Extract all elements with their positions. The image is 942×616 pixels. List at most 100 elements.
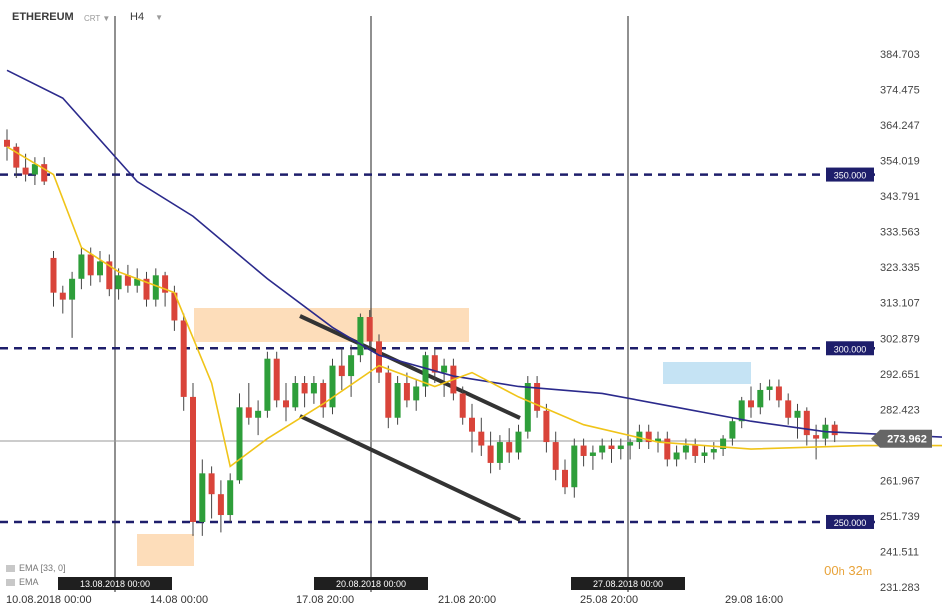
candle-body — [673, 452, 680, 460]
candle-body — [87, 254, 94, 276]
candle-body — [310, 383, 317, 394]
candle-body — [534, 383, 541, 411]
current-price-label: 273.962 — [887, 434, 927, 446]
candle-body — [655, 438, 661, 443]
candle-body — [190, 396, 196, 522]
candle-body — [366, 317, 373, 342]
candle-body — [562, 469, 568, 488]
candle-body — [441, 365, 448, 373]
x-tick-label: 10.08.2018 00:00 — [6, 594, 92, 606]
candle-body — [227, 480, 234, 516]
vertical-marker-label: 13.08.2018 00:00 — [80, 579, 150, 589]
candle-body — [245, 407, 252, 418]
candle-body — [134, 278, 141, 286]
candle-body — [803, 410, 810, 436]
candle-body — [552, 442, 559, 470]
candle-body — [50, 257, 57, 293]
candle-body — [599, 445, 606, 453]
candle-body — [431, 355, 438, 373]
y-tick-label: 333.563 — [880, 227, 920, 239]
candle-body — [496, 442, 503, 463]
y-tick-label: 364.247 — [880, 120, 920, 132]
candle-body — [394, 383, 401, 418]
candle-body — [264, 358, 271, 411]
vertical-marker-label: 20.08.2018 00:00 — [336, 579, 406, 589]
candle-body — [385, 372, 392, 418]
level-label: 350.000 — [834, 171, 867, 181]
x-tick-label: 21.08 20:00 — [438, 594, 496, 606]
candle-body — [283, 400, 289, 408]
candle-body — [766, 386, 773, 390]
candle-body — [124, 275, 131, 286]
channel-lower-line — [299, 414, 521, 522]
ema-fast-line — [6, 146, 942, 468]
candle-body — [794, 410, 801, 418]
candle-body — [403, 383, 410, 401]
level-label: 300.000 — [834, 344, 867, 354]
candle-body — [608, 445, 615, 450]
candle-body — [710, 449, 717, 453]
y-tick-label: 313.107 — [880, 298, 920, 310]
candle-body — [459, 393, 466, 418]
chart-type-selector[interactable]: CRT ▼ — [84, 14, 110, 23]
candle-body — [180, 320, 187, 397]
timer-minutes: 32 — [848, 563, 863, 578]
candle-body — [738, 400, 745, 422]
x-tick-label: 25.08 20:00 — [580, 594, 638, 606]
level-label-box — [826, 341, 874, 356]
candle-body — [13, 146, 20, 168]
candle-body — [785, 400, 792, 418]
candle-body — [813, 435, 820, 439]
horizontal-levels-layer: 350.000 300.000 250.000 — [0, 167, 875, 529]
indicator-legend-ema-2[interactable]: EMA — [6, 577, 39, 587]
candle-body — [524, 383, 531, 432]
candle-body — [273, 358, 280, 401]
y-tick-label: 241.511 — [880, 546, 919, 558]
candle-body — [357, 317, 364, 356]
x-axis: 10.08.2018 00:00 14.08 00:00 17.08 20:00 21… — [6, 594, 783, 606]
candle-body — [515, 431, 522, 453]
candle-body — [106, 261, 113, 290]
zones-layer — [137, 308, 751, 566]
candle-body — [627, 442, 634, 446]
indicator-legend-ema-1[interactable]: EMA [33, 0] — [6, 563, 66, 573]
candle-body — [469, 417, 475, 432]
candle-body — [413, 386, 420, 401]
candle-body — [543, 410, 550, 443]
candle-body — [729, 421, 736, 439]
chart-type-label: CRT — [84, 14, 101, 23]
candle-body — [506, 442, 513, 453]
chevron-down-icon: ▼ — [102, 14, 111, 23]
candle-body — [31, 164, 38, 175]
y-tick-label: 231.283 — [880, 582, 920, 594]
trend-channel — [299, 314, 521, 522]
candle-body — [701, 452, 708, 456]
indicator-settings-icon — [6, 579, 15, 587]
candle-body — [59, 292, 66, 300]
indicator-params: [33, 0] — [40, 563, 66, 573]
indicator-label: EMA — [19, 563, 39, 573]
candle-body — [645, 431, 652, 443]
current-price-badge-bg — [871, 429, 932, 448]
candle-body — [217, 494, 224, 516]
candle-body — [589, 452, 596, 456]
candle-body — [162, 275, 169, 293]
candle-body — [636, 431, 643, 443]
y-tick-label: 343.791 — [880, 191, 920, 203]
current-price-badge: 273.962 — [871, 429, 932, 448]
indicator-label: EMA — [19, 577, 39, 587]
x-tick-label: 14.08 00:00 — [150, 594, 208, 606]
candle-body — [478, 431, 485, 446]
timer-hours: 00 — [824, 563, 839, 578]
instrument-name[interactable]: ETHEREUM — [12, 11, 74, 23]
timeframe-label: H4 — [130, 11, 145, 23]
candle-body — [199, 473, 206, 522]
y-tick-label: 323.335 — [880, 262, 920, 274]
candle-body — [22, 167, 29, 175]
y-tick-label: 251.739 — [880, 511, 920, 523]
level-label-box — [826, 514, 874, 529]
candle-body — [682, 445, 689, 453]
timeframe-selector[interactable]: H4 ▼ — [130, 11, 163, 23]
timer-minutes-unit: m — [862, 566, 872, 578]
